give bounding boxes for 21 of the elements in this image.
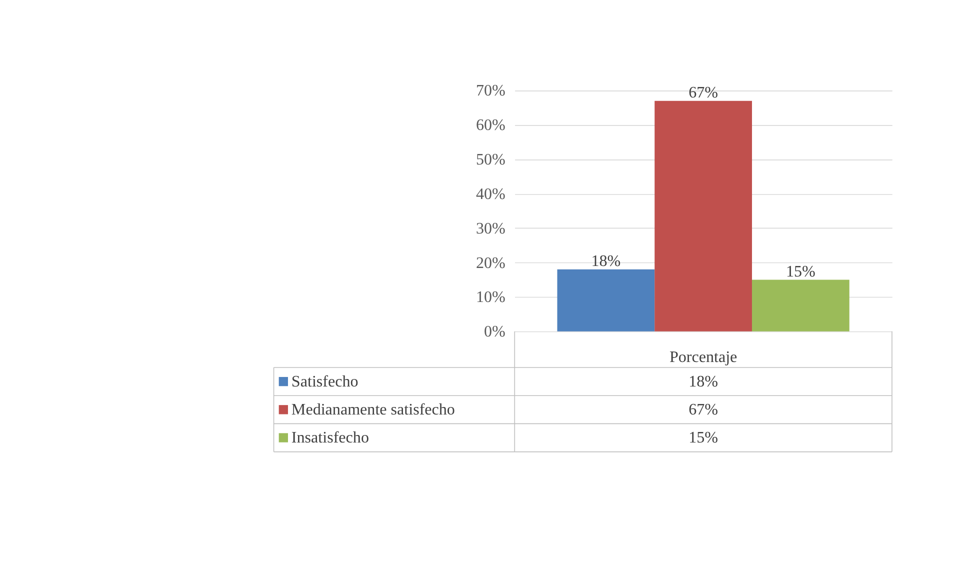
data-label: 18% bbox=[591, 253, 621, 270]
y-tick-label: 10% bbox=[476, 289, 506, 306]
text: 18% bbox=[688, 373, 718, 390]
legend-label: Insatisfecho bbox=[291, 430, 369, 447]
x-tick-label: Porcentaje bbox=[669, 348, 738, 366]
y-tick-label: 50% bbox=[476, 152, 506, 169]
y-tick-label: 0% bbox=[484, 324, 506, 341]
text: 15% bbox=[688, 430, 718, 447]
text: 67% bbox=[688, 401, 718, 418]
bar bbox=[752, 280, 850, 332]
legend-label: Medianamente satisfecho bbox=[291, 401, 455, 418]
y-tick-label: 60% bbox=[476, 117, 506, 134]
bar bbox=[557, 269, 655, 332]
bar bbox=[654, 100, 752, 332]
data-label: 67% bbox=[688, 84, 718, 102]
legend-label: Satisfecho bbox=[291, 373, 358, 390]
y-tick-label: 30% bbox=[476, 220, 506, 238]
data-label: 15% bbox=[786, 264, 816, 281]
y-tick-label: 40% bbox=[476, 186, 506, 203]
y-tick-label: 20% bbox=[476, 254, 506, 272]
y-tick-label: 70% bbox=[476, 82, 506, 100]
